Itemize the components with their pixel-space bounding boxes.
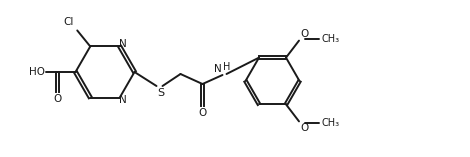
Text: O: O <box>300 123 308 133</box>
Text: N: N <box>214 64 221 74</box>
Text: H: H <box>224 62 231 72</box>
Text: O: O <box>300 29 308 39</box>
Text: Cl: Cl <box>64 17 74 27</box>
Text: N: N <box>119 39 127 49</box>
Text: O: O <box>54 94 62 104</box>
Text: CH₃: CH₃ <box>321 118 339 128</box>
Text: HO: HO <box>29 67 45 77</box>
Text: N: N <box>119 95 127 105</box>
Text: S: S <box>157 88 164 98</box>
Text: CH₃: CH₃ <box>321 34 339 44</box>
Text: O: O <box>198 108 207 118</box>
